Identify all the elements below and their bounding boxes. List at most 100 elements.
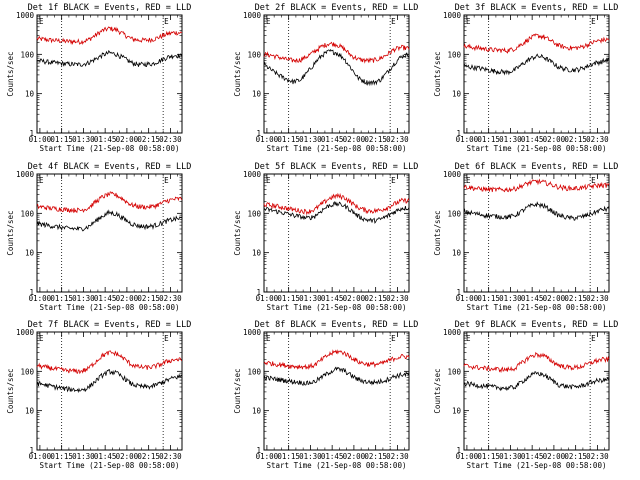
chart-title: Det 3f BLACK = Events, RED = LLD [455, 3, 619, 13]
x-tick-label: 02:30 [586, 452, 609, 461]
x-axis-label: Start Time (21-Sep-08 00:58:00) [267, 144, 407, 153]
x-tick-label: 02:15 [364, 452, 387, 461]
x-tick-label: 01:30 [299, 294, 322, 303]
y-tick-label: 10 [25, 249, 35, 258]
x-tick-label: 01:45 [94, 452, 117, 461]
x-tick-label: 01:00 [29, 135, 52, 144]
y-tick-label: 1000 [443, 11, 462, 20]
x-tick-label: 02:15 [137, 452, 160, 461]
y-tick-label: 1 [456, 129, 461, 138]
chart-title: Det 2f BLACK = Events, RED = LLD [255, 3, 419, 13]
x-tick-label: 02:30 [159, 452, 182, 461]
x-tick-label: 01:15 [277, 135, 300, 144]
corner-label: E [266, 176, 271, 185]
corner-label: E [466, 334, 471, 343]
series-line [463, 178, 610, 193]
x-tick-label: 01:15 [50, 294, 73, 303]
y-tick-label: 100 [447, 367, 461, 376]
x-tick-label: 02:00 [116, 135, 139, 144]
y-tick-label: 10 [452, 249, 462, 258]
x-tick-label: 01:15 [50, 135, 73, 144]
x-tick-label: 01:45 [321, 294, 344, 303]
plot-frame [36, 331, 183, 451]
y-tick-label: 10 [252, 90, 262, 99]
y-axis-label: Counts/sec [433, 51, 442, 96]
x-tick-label: 02:30 [386, 135, 409, 144]
x-tick-label: 02:00 [543, 294, 566, 303]
series-line [36, 209, 183, 232]
x-tick-label: 01:15 [277, 294, 300, 303]
y-tick-label: 100 [20, 367, 34, 376]
x-tick-label: 01:45 [321, 452, 344, 461]
marker-label: E [591, 334, 596, 343]
corner-label: E [466, 176, 471, 185]
series-line [263, 201, 410, 224]
corner-label: E [39, 334, 44, 343]
x-tick-label: 02:30 [386, 294, 409, 303]
series-line [36, 369, 182, 394]
chart-title: Det 1f BLACK = Events, RED = LLD [28, 3, 192, 13]
x-tick-label: 01:45 [321, 135, 344, 144]
x-axis-label: Start Time (21-Sep-08 00:58:00) [40, 303, 180, 312]
y-axis-label: Counts/sec [233, 51, 242, 96]
x-tick-label: 02:00 [343, 452, 366, 461]
chart-title: Det 8f BLACK = Events, RED = LLD [255, 320, 419, 330]
marker-label: E [164, 334, 169, 343]
corner-label: E [266, 334, 271, 343]
x-tick-label: 01:30 [499, 452, 522, 461]
y-tick-label: 100 [20, 209, 34, 218]
x-tick-label: 02:00 [116, 452, 139, 461]
x-tick-label: 01:30 [299, 452, 322, 461]
x-tick-label: 01:30 [499, 294, 522, 303]
y-tick-label: 10 [25, 90, 35, 99]
series-line [463, 371, 610, 392]
x-tick-label: 02:15 [564, 135, 587, 144]
y-tick-label: 10 [252, 407, 262, 416]
x-axis-label: Start Time (21-Sep-08 00:58:00) [467, 303, 607, 312]
y-tick-label: 1 [256, 129, 261, 138]
y-tick-label: 1000 [243, 11, 262, 20]
y-tick-label: 10 [452, 407, 462, 416]
x-tick-label: 01:15 [477, 452, 500, 461]
x-tick-label: 01:30 [299, 135, 322, 144]
y-tick-label: 1 [29, 446, 34, 455]
chart-title: Det 9f BLACK = Events, RED = LLD [455, 320, 619, 330]
y-axis-label: Counts/sec [433, 210, 442, 255]
y-tick-label: 10 [25, 407, 35, 416]
marker-label: E [391, 176, 396, 185]
marker-label: E [164, 176, 169, 185]
y-tick-label: 100 [247, 367, 261, 376]
x-tick-label: 01:45 [94, 135, 117, 144]
y-tick-label: 1000 [243, 170, 262, 179]
plot-frame [263, 331, 410, 451]
chart-title: Det 6f BLACK = Events, RED = LLD [455, 162, 619, 172]
y-tick-label: 10 [452, 90, 462, 99]
chart-panel: Det 8f BLACK = Events, RED = LLD E E 1 10 100… [233, 320, 418, 470]
marker-label: E [591, 176, 596, 185]
marker-label: E [164, 17, 169, 26]
x-tick-label: 02:00 [543, 452, 566, 461]
series-line [36, 191, 183, 214]
corner-label: E [39, 17, 44, 26]
plot-frame [263, 14, 410, 134]
y-tick-label: 1 [29, 288, 34, 297]
x-tick-label: 02:30 [586, 294, 609, 303]
y-tick-label: 1000 [243, 328, 262, 337]
x-tick-label: 01:45 [521, 452, 544, 461]
chart-panel: Det 4f BLACK = Events, RED = LLD E E 1 10 100… [6, 162, 191, 312]
y-axis-label: Counts/sec [6, 368, 15, 413]
x-tick-label: 02:00 [543, 135, 566, 144]
series-line [36, 26, 183, 46]
y-tick-label: 100 [447, 209, 461, 218]
x-tick-label: 01:30 [499, 135, 522, 144]
plot-frame [36, 14, 183, 134]
x-tick-label: 01:00 [456, 452, 479, 461]
series-line [263, 41, 410, 64]
x-tick-label: 01:00 [256, 135, 279, 144]
series-line [36, 350, 182, 375]
y-tick-label: 1 [456, 446, 461, 455]
x-tick-label: 01:00 [256, 294, 279, 303]
x-axis-label: Start Time (21-Sep-08 00:58:00) [40, 461, 180, 470]
corner-label: E [466, 17, 471, 26]
x-tick-label: 01:00 [256, 452, 279, 461]
